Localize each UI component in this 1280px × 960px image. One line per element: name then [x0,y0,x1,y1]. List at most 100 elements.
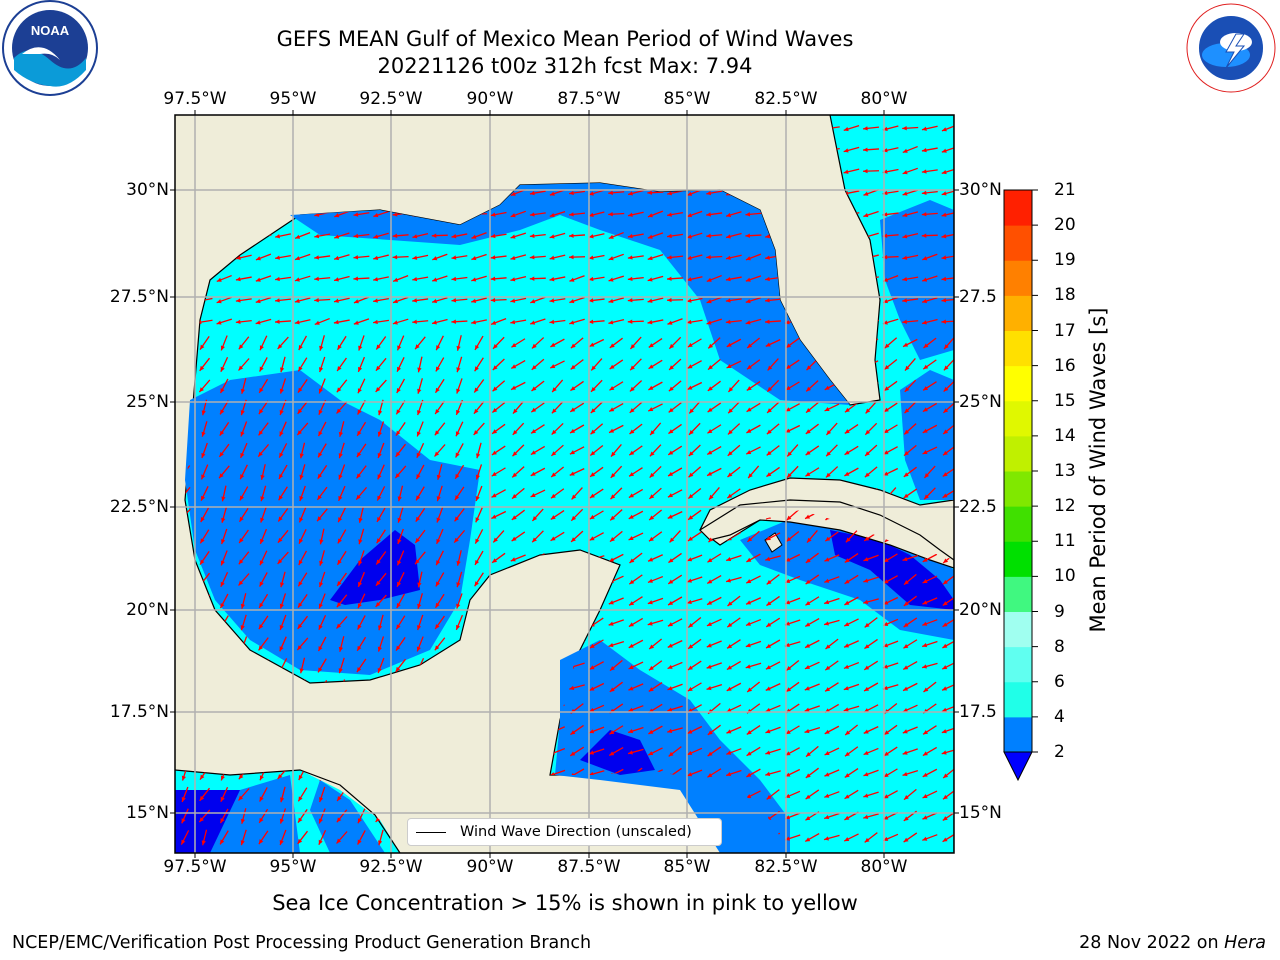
wind-arrow [454,464,465,480]
wind-arrow [377,464,385,480]
wind-arrow [336,572,347,587]
wind-arrow [357,356,366,373]
wind-arrow [785,359,800,370]
colorbar-segment [1004,225,1032,261]
wind-arrow [294,253,311,261]
wind-arrow [686,297,703,303]
wind-arrow [745,597,761,605]
wind-arrow [396,593,406,609]
wind-arrow [240,614,247,631]
wind-arrow [627,255,644,260]
wind-arrow [530,489,546,498]
wind-arrow [765,617,781,628]
wind-arrow [825,444,838,457]
wind-arrow [921,233,938,238]
wind-arrow [610,443,622,458]
wind-arrow [863,682,879,692]
wind-arrow [314,255,331,260]
wind-arrow [218,443,230,458]
colorbar-tick-label: 2 [1054,742,1065,762]
wind-arrow [864,444,878,457]
wind-arrow [747,465,760,479]
wind-arrow [902,167,918,175]
wind-arrow [277,551,289,565]
wind-arrow [238,358,250,371]
wind-arrow [686,254,703,260]
wind-arrow [647,297,664,303]
wind-arrow [259,528,268,545]
wind-arrow [454,508,465,522]
wind-arrow [336,594,348,608]
wind-arrow [435,572,445,587]
wind-arrow [492,358,505,371]
wind-arrow [357,615,366,630]
wind-arrow [255,297,272,304]
wind-arrow [668,423,682,435]
wind-arrow [608,402,624,413]
wind-arrow [471,319,487,325]
wind-arrow [275,233,291,239]
lat-tick-right: 15°N [959,803,1002,823]
wind-arrow [922,381,937,391]
wind-arrow [804,639,820,649]
wind-arrow [434,422,446,436]
colorbar [1003,189,1038,782]
wind-arrow [451,276,468,282]
wind-arrow [216,318,233,325]
wind-arrow [297,830,309,845]
wind-arrow [530,424,545,434]
wind-arrow [668,402,682,413]
wind-arrow [765,555,781,562]
wind-arrow [490,211,507,217]
wind-arrow [844,724,859,736]
wind-arrow [338,657,345,674]
wind-arrow [667,574,683,585]
map-tickmarks [170,110,959,858]
wind-arrow [746,337,761,349]
wind-arrow [766,379,780,393]
wind-arrow [628,574,643,585]
wind-arrow [883,575,898,584]
wind-arrow [510,275,527,282]
wind-arrow [255,275,272,282]
wind-arrow [319,528,325,545]
wind-arrow [569,402,585,413]
wind-arrow [376,529,386,544]
footer-date: 28 Nov 2022 on Hera [1079,933,1266,953]
wind-arrow [707,358,721,371]
wind-arrow [725,298,742,303]
wind-arrow [417,571,423,588]
wind-arrow [511,531,526,542]
wind-arrow [510,210,526,218]
wind-arrow [297,357,308,372]
wind-arrow [530,445,546,456]
wind-arrow [451,233,468,239]
wind-arrow [376,507,386,523]
wind-arrow [727,423,741,435]
wind-arrow [357,400,366,415]
wind-arrow [825,638,839,650]
wind-arrow [199,529,210,544]
wind-arrow [258,808,269,824]
wind-arrow [589,445,604,456]
wind-arrow [648,660,663,671]
wind-arrow [647,619,664,626]
wind-arrow [609,509,623,521]
wind-arrow [904,379,917,393]
colorbar-tick-label: 18 [1054,285,1076,306]
wind-arrow [551,401,564,414]
wind-arrow [843,705,860,712]
wind-arrow [235,254,252,260]
wind-arrow [608,297,625,304]
wind-arrow [706,318,723,325]
wind-arrow [844,574,859,585]
wind-arrow [902,254,919,260]
colorbar-segment [1004,611,1032,648]
wind-arrow [510,297,527,303]
wind-arrow [766,789,780,800]
wind-arrow [336,550,347,566]
wind-arrow [785,531,800,542]
wind-arrow [923,681,937,693]
wind-arrow [726,704,742,713]
wind-arrow [551,422,564,436]
